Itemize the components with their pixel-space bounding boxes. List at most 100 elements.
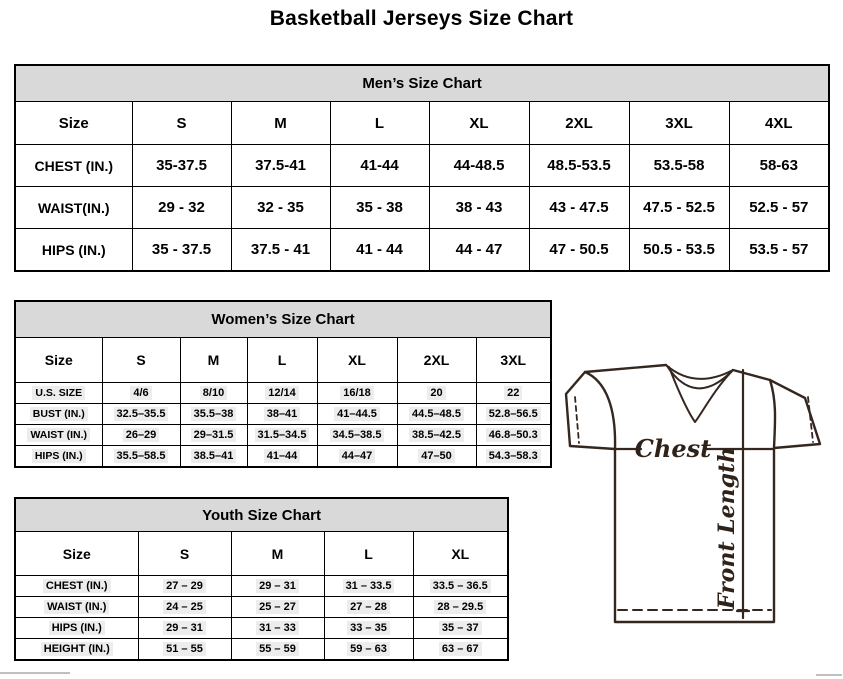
col-header-cell: 3XL	[475, 337, 552, 383]
size-cell: 37.5 - 41	[230, 228, 331, 272]
row-label-cell: HIPS (IN.)	[14, 617, 139, 639]
cell-value: CHEST (IN.)	[42, 579, 111, 593]
cell-value: 38.5–42.5	[409, 428, 464, 442]
size-cell: 41–44	[246, 445, 318, 468]
cell-value: 12/14	[265, 386, 299, 400]
table-row: U.S. SIZE 4/6 8/10 12/14 16/18 20 22	[14, 382, 552, 404]
size-cell: 29 - 32	[131, 186, 232, 229]
cell-value: 31 – 33.5	[342, 579, 395, 593]
size-cell: 51 – 55	[137, 638, 232, 661]
size-cell: 47 - 50.5	[528, 228, 630, 272]
size-cell: 35.5–58.5	[101, 445, 181, 468]
col-header-cell: XL	[412, 531, 509, 576]
table-row: HIPS (IN.) 29 – 31 31 – 33 33 – 35 35 – …	[14, 617, 509, 639]
table-row: Size S M L XL 2XL 3XL 4XL	[14, 101, 830, 145]
size-cell: 46.8–50.3	[475, 424, 552, 446]
col-header-cell: L	[329, 101, 430, 145]
cell-value: 33 – 35	[347, 621, 390, 635]
cell-value: WAIST (IN.)	[44, 600, 110, 614]
col-header-cell: L	[246, 337, 318, 383]
cell-value: 27 – 29	[163, 579, 206, 593]
size-cell: 24 – 25	[137, 596, 232, 618]
table-row: BUST (IN.) 32.5–35.5 35.5–38 38–41 41–44…	[14, 403, 552, 425]
cell-value: 41–44	[263, 449, 301, 463]
size-cell: 22	[475, 382, 552, 404]
mens-size-chart-table: Men’s Size Chart Size S M L XL 2XL 3XL 4…	[14, 64, 831, 272]
cell-value: BUST (IN.)	[29, 407, 88, 421]
cell-value: 63 – 67	[438, 642, 482, 656]
row-label-cell: HEIGHT (IN.)	[14, 638, 139, 661]
cell-value: 52.8–56.5	[485, 407, 541, 421]
size-cell: 52.8–56.5	[475, 403, 552, 425]
size-cell: 44 - 47	[428, 228, 530, 272]
row-label-cell: HIPS (IN.)	[14, 228, 133, 272]
size-cell: 34.5–38.5	[316, 424, 398, 446]
cell-value: 46.8–50.3	[485, 428, 541, 442]
size-cell: 38 - 43	[428, 186, 530, 229]
size-cell: 41–44.5	[316, 403, 398, 425]
table-row: WAIST (IN.) 24 – 25 25 – 27 27 – 28 28 –…	[14, 596, 509, 618]
table-row: WAIST (IN.) 26–29 29–31.5 31.5–34.5 34.5…	[14, 424, 552, 446]
size-cell: 26–29	[101, 424, 181, 446]
page-title: Basketball Jerseys Size Chart	[269, 7, 574, 30]
col-header-cell: S	[101, 337, 181, 383]
size-cell: 53.5-58	[628, 144, 730, 187]
youth-size-chart-table: Youth Size Chart Size S M L XL CHEST (IN…	[14, 497, 510, 661]
col-header-cell: Size	[14, 531, 139, 576]
row-label-cell: HIPS (IN.)	[14, 445, 103, 468]
size-cell: 29 – 31	[230, 575, 325, 597]
col-header-cell: Size	[14, 101, 133, 145]
size-cell: 52.5 - 57	[728, 186, 830, 229]
size-cell: 33 – 35	[323, 617, 414, 639]
front-length-label: Front Length	[714, 447, 740, 610]
size-cell: 20	[396, 382, 477, 404]
table-row: Youth Size Chart	[14, 497, 509, 532]
size-cell: 29 – 31	[137, 617, 232, 639]
size-cell: 32 - 35	[230, 186, 331, 229]
cell-value: 25 – 27	[256, 600, 299, 614]
cell-value: 59 – 63	[347, 642, 390, 656]
cell-value: WAIST (IN.)	[27, 428, 91, 442]
col-header-cell: XL	[316, 337, 398, 383]
cell-value: 4/6	[130, 386, 152, 400]
table-row: CHEST (IN.) 35-37.5 37.5-41 41-44 44-48.…	[14, 144, 830, 187]
size-cell: 41-44	[329, 144, 430, 187]
scrollbar-fragment-left	[0, 672, 70, 674]
size-cell: 25 – 27	[230, 596, 325, 618]
table-row: HIPS (IN.) 35 - 37.5 37.5 - 41 41 - 44 4…	[14, 228, 830, 272]
size-cell: 31 – 33.5	[323, 575, 414, 597]
table-row: Men’s Size Chart	[14, 64, 830, 102]
col-header-cell: M	[230, 531, 325, 576]
cell-value: 8/10	[199, 386, 228, 400]
col-header-cell: Size	[14, 337, 103, 383]
size-cell: 55 – 59	[230, 638, 325, 661]
cell-value: 44–47	[338, 449, 376, 463]
row-label-cell: CHEST (IN.)	[14, 144, 133, 187]
cell-value: 38–41	[263, 407, 301, 421]
size-cell: 31.5–34.5	[246, 424, 318, 446]
cell-value: 28 – 29.5	[434, 600, 487, 614]
cell-value: 54.3–58.3	[485, 449, 541, 463]
jersey-outline-drawing: Chest Front Length	[564, 363, 822, 624]
size-cell: 63 – 67	[412, 638, 509, 661]
cell-value: 31.5–34.5	[254, 428, 310, 442]
cell-value: 20	[427, 386, 446, 400]
size-cell: 29–31.5	[179, 424, 248, 446]
size-cell: 50.5 - 53.5	[628, 228, 730, 272]
size-cell: 33.5 – 36.5	[412, 575, 509, 597]
cell-value: 29–31.5	[190, 428, 237, 442]
size-cell: 38.5–42.5	[396, 424, 477, 446]
youth-chart-title: Youth Size Chart	[14, 497, 509, 532]
size-cell: 35 - 38	[329, 186, 430, 229]
cell-value: 34.5–38.5	[329, 428, 385, 442]
col-header-cell: 3XL	[628, 101, 730, 145]
cell-value: 51 – 55	[163, 642, 206, 656]
table-row: CHEST (IN.) 27 – 29 29 – 31 31 – 33.5 33…	[14, 575, 509, 597]
size-cell: 28 – 29.5	[412, 596, 509, 618]
cell-value: 47–50	[418, 449, 455, 463]
col-header-cell: M	[179, 337, 248, 383]
mens-chart-title: Men’s Size Chart	[14, 64, 830, 102]
table-row: HIPS (IN.) 35.5–58.5 38.5–41 41–44 44–47…	[14, 445, 552, 468]
table-row: Women’s Size Chart	[14, 300, 552, 338]
